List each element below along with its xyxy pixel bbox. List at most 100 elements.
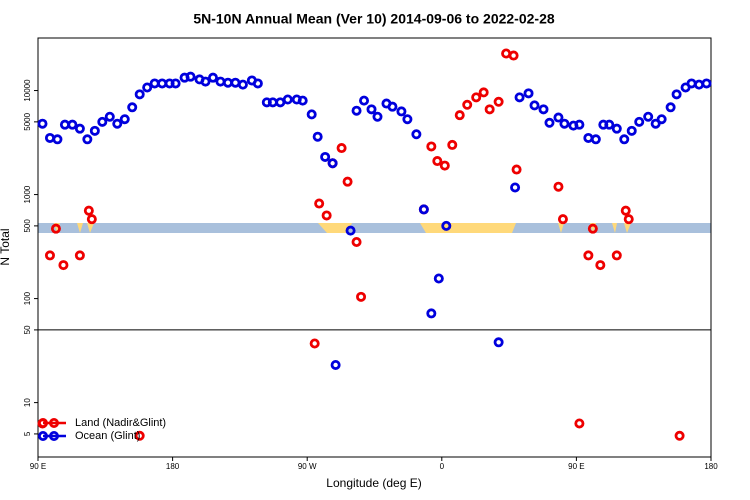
data-point	[44, 132, 55, 143]
data-point	[510, 182, 521, 193]
data-point	[433, 273, 444, 284]
data-point	[432, 156, 443, 167]
legend-label: Land (Nadir&Glint)	[75, 417, 166, 429]
data-point	[508, 50, 519, 61]
legend-label: Ocean (Glint)	[75, 430, 140, 442]
data-point	[514, 92, 525, 103]
data-point	[426, 141, 437, 152]
data-point	[97, 116, 108, 127]
data-point	[587, 223, 598, 234]
data-point	[309, 338, 320, 349]
data-point	[538, 104, 549, 115]
data-point	[493, 96, 504, 107]
x-tick-label: 180	[166, 462, 180, 471]
data-point	[112, 118, 123, 129]
data-point	[44, 250, 55, 261]
legend-marker	[49, 417, 60, 428]
data-point	[441, 220, 452, 231]
data-point	[611, 250, 622, 261]
data-point	[462, 99, 473, 110]
data-point	[252, 78, 263, 89]
data-point	[626, 125, 637, 136]
y-tick-label: 100	[23, 291, 32, 305]
data-point	[320, 151, 331, 162]
legend-marker	[38, 417, 49, 428]
data-point	[402, 114, 413, 125]
data-point	[83, 205, 94, 216]
x-tick-label: 90 W	[298, 462, 317, 471]
legend-marker	[49, 430, 60, 441]
data-point	[686, 78, 697, 89]
y-tick-label: 10	[23, 398, 32, 407]
data-point	[559, 118, 570, 129]
data-point	[89, 125, 100, 136]
x-tick-label: 90 E	[30, 462, 46, 471]
data-point	[665, 102, 676, 113]
y-tick-label: 50	[23, 325, 32, 334]
data-point	[359, 95, 370, 106]
data-point	[619, 134, 630, 145]
data-point	[557, 214, 568, 225]
data-point	[493, 337, 504, 348]
data-point	[86, 214, 97, 225]
data-point	[356, 291, 367, 302]
data-point	[336, 143, 347, 154]
data-point	[351, 236, 362, 247]
y-tick-label: 1000	[23, 185, 32, 203]
x-axis-label: Longitude (deg E)	[326, 476, 421, 490]
data-point	[574, 119, 585, 130]
data-point	[396, 106, 407, 117]
data-point	[170, 78, 181, 89]
data-point	[82, 134, 93, 145]
x-tick-label: 0	[440, 462, 445, 471]
data-point	[67, 119, 78, 130]
data-point	[185, 71, 196, 82]
y-tick-label: 500	[23, 219, 32, 233]
data-point	[471, 92, 482, 103]
surface-strip	[38, 223, 711, 233]
data-point	[37, 118, 48, 129]
chart-title: 5N-10N Annual Mean (Ver 10) 2014-09-06 t…	[193, 11, 555, 27]
x-tick-label: 180	[704, 462, 718, 471]
data-point	[52, 134, 63, 145]
data-point	[643, 111, 654, 122]
data-point	[330, 359, 341, 370]
y-tick-label: 10000	[23, 79, 32, 102]
data-point	[583, 132, 594, 143]
data-point	[634, 116, 645, 127]
data-point	[523, 88, 534, 99]
data-point	[134, 89, 145, 100]
data-point	[511, 164, 522, 175]
data-point	[478, 87, 489, 98]
y-axis-label: N Total	[0, 228, 12, 265]
data-point	[366, 104, 377, 115]
data-point	[345, 225, 356, 236]
data-point	[544, 117, 555, 128]
data-point	[312, 131, 323, 142]
data-point	[650, 118, 661, 129]
data-point	[674, 430, 685, 441]
data-point	[314, 198, 325, 209]
data-point	[127, 102, 138, 113]
data-point	[418, 204, 429, 215]
data-point	[694, 79, 705, 90]
data-point	[74, 123, 85, 134]
data-point	[454, 110, 465, 121]
data-point	[297, 95, 308, 106]
data-point	[553, 112, 564, 123]
data-point	[411, 129, 422, 140]
data-point	[351, 105, 362, 116]
data-point	[58, 260, 69, 271]
data-point	[583, 250, 594, 261]
data-point	[529, 100, 540, 111]
y-tick-label: 5000	[23, 112, 32, 130]
data-point	[327, 158, 338, 169]
data-point	[50, 223, 61, 234]
data-point	[321, 210, 332, 221]
data-point	[237, 79, 248, 90]
data-point	[207, 72, 218, 83]
data-point	[372, 111, 383, 122]
data-point	[484, 104, 495, 115]
data-point	[119, 114, 130, 125]
